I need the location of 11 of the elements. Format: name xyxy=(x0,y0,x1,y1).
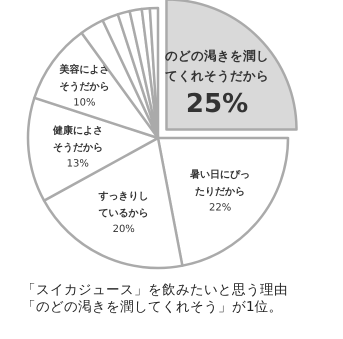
data-label: 22% xyxy=(208,202,232,214)
data-label: 25% xyxy=(186,88,248,119)
slice-label: すっきりしているから xyxy=(98,190,149,219)
data-label: 10% xyxy=(73,98,96,109)
slice-label: のどの渇きを潤してくれそうだから xyxy=(165,48,270,83)
slice-label: 健康によさそうだから xyxy=(52,124,103,154)
slice-label: 暑い日にぴったりだから xyxy=(189,168,250,198)
data-label: 13% xyxy=(66,158,89,170)
data-label: 20% xyxy=(112,224,135,235)
text: 「スイカジュース」を飲みたいと思う理由 xyxy=(22,282,288,298)
text: 「のどの渇きを潤してくれそう」が1位。 xyxy=(22,299,283,315)
